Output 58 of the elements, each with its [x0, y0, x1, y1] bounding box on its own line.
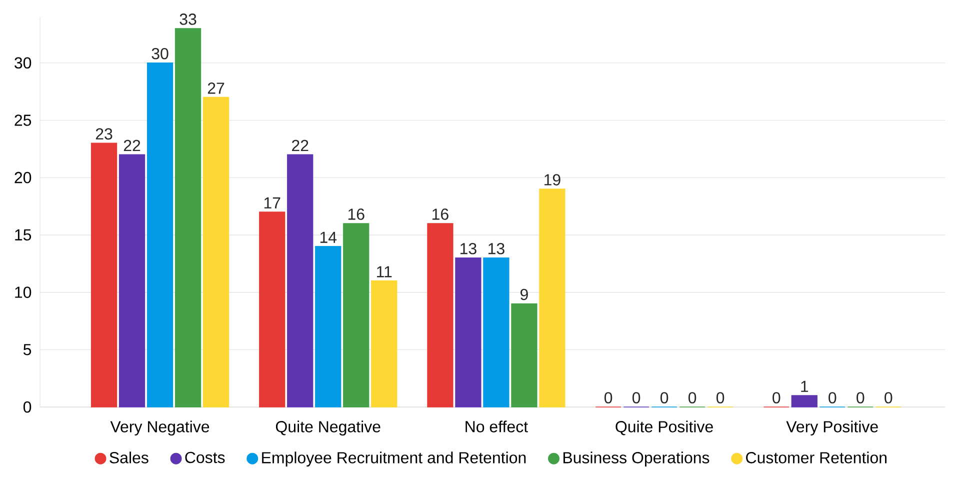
data-label: 13 [460, 242, 476, 254]
y-tick-label: 5 [23, 344, 32, 356]
data-label: 33 [180, 14, 196, 25]
legend-label: Employee Recruitment and Retention [262, 452, 526, 467]
x-tick-label: Very Negative [110, 420, 210, 436]
y-tick-label: 25 [14, 114, 32, 126]
data-label: 0 [716, 392, 724, 404]
y-tick-label: 30 [14, 57, 32, 69]
data-label: 0 [828, 392, 836, 404]
data-label: 0 [884, 392, 892, 404]
data-label: 0 [660, 392, 668, 404]
data-label: 16 [432, 208, 448, 220]
bar [174, 28, 202, 408]
legend-label: Costs [185, 452, 225, 464]
y-tick-label: 10 [15, 286, 32, 298]
data-label: 19 [544, 174, 560, 186]
y-tick-label: 0 [23, 401, 32, 413]
data-label: 16 [348, 208, 364, 220]
bar [287, 154, 314, 408]
bar [511, 303, 538, 408]
bar [118, 154, 146, 408]
data-label: 30 [152, 48, 168, 60]
bar [539, 188, 566, 408]
bar [146, 62, 174, 408]
data-label: 11 [377, 266, 392, 278]
bar [259, 212, 286, 408]
data-label: 0 [604, 392, 612, 404]
data-label: 27 [208, 82, 224, 94]
data-label: 13 [488, 242, 504, 254]
y-tick-label: 20 [14, 172, 32, 184]
data-label: 9 [520, 288, 528, 300]
x-tick-label: Quite Positive [616, 420, 713, 436]
data-label: 22 [292, 140, 308, 152]
bar [315, 246, 342, 408]
bar [202, 96, 230, 408]
data-label: 1 [801, 380, 808, 392]
data-label: 0 [772, 392, 780, 404]
bar [791, 395, 818, 408]
data-label: 0 [688, 392, 696, 404]
bar [455, 257, 482, 408]
data-label: 0 [632, 392, 640, 404]
data-label: 17 [264, 197, 280, 208]
legend-label: Business Operations [563, 452, 710, 467]
bar [90, 142, 118, 408]
x-tick-label: No effect [466, 420, 528, 432]
bar [343, 223, 370, 408]
bar [483, 257, 510, 408]
data-label: 0 [856, 392, 864, 404]
legend-label: Sales [110, 452, 148, 464]
y-tick-label: 15 [15, 229, 32, 241]
legend-label: Customer Retention [746, 452, 886, 464]
data-label: 14 [320, 232, 337, 243]
x-tick-label: Quite Negative [276, 420, 380, 436]
bar [427, 223, 454, 408]
data-label: 22 [124, 140, 140, 152]
data-label: 23 [96, 128, 112, 140]
bar [371, 280, 398, 408]
x-tick-label: Very Positive [786, 420, 878, 436]
